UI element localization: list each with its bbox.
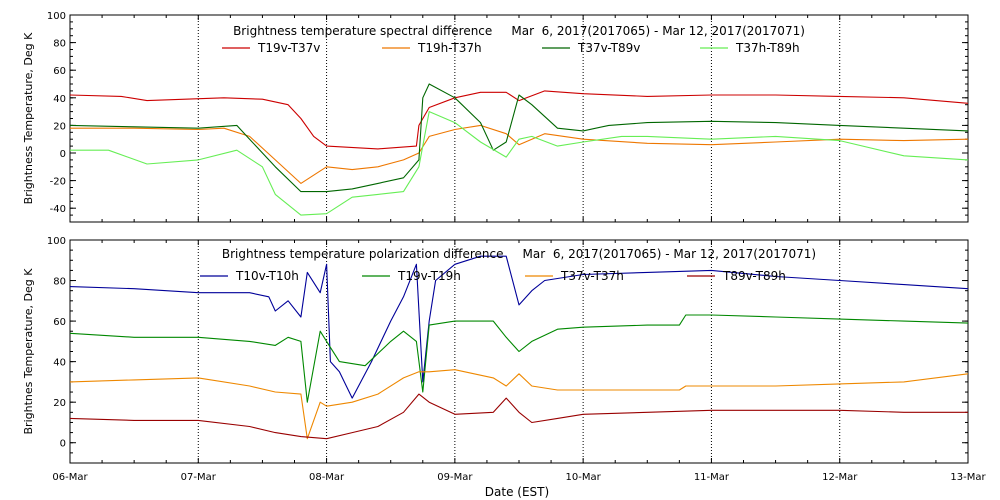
series-line-t10v-t10h [69,255,969,399]
x-tick-label: 13-Mar [950,472,986,483]
legend-label: T37v-T37h [560,269,624,283]
y-tick-label: 0 [60,439,66,450]
series-line-t19v-t19h [69,314,969,403]
series-line-t89v-t89h [69,393,968,440]
polarization-difference-panel: 06-Mar 07-Mar 08-Mar 09-Mar 10-Mar 11-Mar 12-M… [22,236,986,483]
series-line-t37v-t37h [69,369,969,440]
x-tick-label: 08-Mar [309,472,345,483]
x-tick-label: 11-Mar [694,472,730,483]
legend-label: T37h-T89h [735,41,800,55]
chart-title: Brightness temperature spectral differen… [233,24,805,38]
y-tick-label: 40 [53,94,66,105]
y-tick-label: 100 [47,236,66,247]
y-tick-label: -40 [50,204,66,215]
x-tick-label: 09-Mar [437,472,473,483]
y-axis-label: Brightness Temperature, Deg K [22,32,35,204]
y-tick-label: 20 [53,121,66,132]
series-line-t37h-t89h [70,111,969,216]
y-tick-label: 60 [53,317,66,328]
legend-label: T10v-T10h [235,269,299,283]
x-axis-label: Date (EST) [485,485,549,499]
spectral-difference-panel: -40 -20 0 20 40 60 80 100 Brightness Temperature… [22,11,969,223]
y-axis-label: Brightnes Temperature, Deg K [22,268,35,435]
y-tick-label: 20 [53,398,66,409]
x-tick-label: 06-Mar [52,472,88,483]
y-tick-label: 60 [53,66,66,77]
y-tick-label: 100 [47,11,66,22]
legend-label: T37v-T89v [577,41,640,55]
plot-frame [69,14,969,223]
y-tick-label: 0 [60,149,66,160]
y-tick-label: 40 [53,358,66,369]
legend-label: T19v-T37v [257,41,320,55]
legend-label: T89v-T89h [722,269,786,283]
y-tick-label: 80 [53,277,66,288]
chart-title: Brightness temperature polarization diff… [222,247,816,261]
y-tick-label: 80 [53,39,66,50]
series-line-t19h-t37h [70,124,969,184]
x-tick-label: 07-Mar [181,472,217,483]
x-tick-label: 10-Mar [566,472,602,483]
x-tick-label: 12-Mar [822,472,858,483]
y-tick-label: -20 [50,177,66,188]
legend-label: T19v-T19h [397,269,461,283]
legend-label: T19h-T37h [417,41,482,55]
series-line-t19v-t37v [69,90,969,150]
series-line-t37v-t89v [69,83,969,193]
